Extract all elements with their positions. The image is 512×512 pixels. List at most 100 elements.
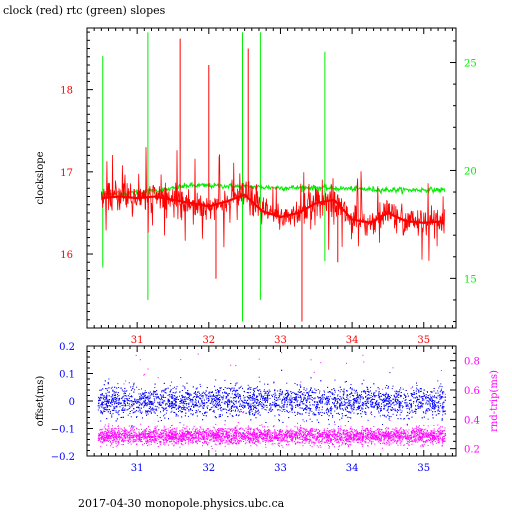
rnd-trip-point <box>111 433 113 435</box>
rnd-trip-point <box>165 433 167 435</box>
rnd-trip-point <box>402 428 404 430</box>
rnd-trip-point <box>224 428 226 429</box>
rnd-trip-point <box>305 430 307 432</box>
rnd-trip-point <box>341 444 343 446</box>
rnd-trip-point <box>277 440 278 441</box>
rnd-trip-point <box>188 432 190 434</box>
top-x-tick-label: 35 <box>417 335 430 346</box>
rnd-trip-point <box>421 437 423 439</box>
rnd-trip-point <box>333 434 335 435</box>
rnd-trip-point <box>263 434 265 436</box>
rnd-trip-point <box>281 431 283 433</box>
rnd-trip-point <box>215 432 217 434</box>
rnd-trip-point <box>339 434 341 436</box>
rnd-trip-point <box>269 436 271 438</box>
rnd-trip-point <box>193 432 195 434</box>
rnd-trip-point <box>378 432 380 434</box>
rnd-trip-point <box>179 436 181 438</box>
rnd-trip-point <box>144 434 146 436</box>
rnd-trip-point <box>184 431 186 433</box>
rnd-trip-point <box>434 437 436 439</box>
rnd-trip-point <box>422 432 424 434</box>
rnd-trip-point <box>112 446 114 448</box>
rnd-trip-point <box>262 426 264 428</box>
rnd-trip-point <box>338 435 340 437</box>
rnd-trip-point <box>281 439 282 441</box>
rnd-trip-point <box>403 436 405 438</box>
rnd-trip-point <box>121 434 123 435</box>
rnd-trip-point <box>194 440 196 442</box>
rnd-trip-point <box>291 437 293 439</box>
rnd-trip-point <box>345 442 347 444</box>
rnd-trip-point <box>337 428 339 430</box>
rnd-trip-point <box>361 443 363 445</box>
rnd-trip-point <box>262 434 264 436</box>
rnd-trip-point <box>438 439 440 440</box>
rnd-trip-point <box>130 435 132 436</box>
rnd-trip-point <box>410 439 412 441</box>
rnd-trip-point <box>208 442 210 444</box>
rnd-trip-point <box>159 444 161 445</box>
rnd-trip-point <box>231 441 233 443</box>
rnd-trip-point <box>251 440 253 442</box>
rnd-trip-point <box>291 433 293 435</box>
rnd-trip-point <box>369 433 371 435</box>
rnd-trip-point <box>335 439 337 441</box>
rnd-trip-point <box>176 433 178 434</box>
rnd-trip-point <box>216 439 218 441</box>
rnd-trip-point <box>265 430 267 432</box>
rnd-trip-point <box>387 431 389 433</box>
rnd-trip-point <box>321 439 323 441</box>
rnd-trip-point <box>192 433 194 435</box>
rnd-trip-point <box>273 436 275 438</box>
rnd-trip-point <box>284 440 286 442</box>
rnd-trip-point <box>315 438 317 440</box>
rnd-trip-point <box>435 431 437 433</box>
rnd-trip-point <box>277 438 279 440</box>
rnd-trip-point <box>107 432 109 433</box>
rnd-trip-point <box>158 433 160 435</box>
rnd-trip-point <box>311 440 313 442</box>
rnd-trip-point <box>159 431 161 433</box>
rnd-trip-point <box>370 429 371 431</box>
rnd-trip-point <box>155 438 157 440</box>
rnd-trip-point <box>149 440 151 442</box>
rnd-trip-point <box>308 432 310 434</box>
rnd-trip-point <box>309 430 311 432</box>
rnd-trip-point <box>420 445 422 447</box>
rnd-trip-point <box>116 439 118 441</box>
rnd-trip-point <box>115 434 117 436</box>
rnd-trip-point <box>203 435 204 437</box>
rnd-trip-point <box>386 426 388 428</box>
rnd-trip-point <box>192 442 194 444</box>
rnd-trip-point <box>400 436 402 438</box>
rnd-trip-point <box>304 429 306 431</box>
rnd-trip-point <box>297 434 299 436</box>
rnd-trip-point <box>379 439 381 441</box>
rnd-trip-point <box>315 442 317 444</box>
offset-points <box>97 369 446 435</box>
rnd-trip-point <box>190 442 192 443</box>
rnd-trip-point <box>316 445 318 447</box>
rnd-trip-point <box>235 443 237 445</box>
rnd-trip-point <box>265 436 267 438</box>
rnd-trip-point <box>157 446 159 447</box>
rnd-trip-point <box>374 443 376 445</box>
rnd-trip-point <box>114 427 116 429</box>
rnd-trip-point <box>271 440 272 442</box>
rnd-trip-point <box>313 434 315 435</box>
rnd-trip-point <box>396 427 398 429</box>
rnd-trip-point <box>277 443 279 445</box>
rnd-trip-point <box>380 439 382 441</box>
rnd-trip-point <box>347 432 349 434</box>
rnd-trip-point <box>274 433 276 435</box>
rnd-trip-point <box>242 434 244 436</box>
rnd-trip-point <box>276 434 277 436</box>
rnd-trip-point <box>275 437 277 439</box>
rnd-trip-point <box>244 430 246 432</box>
rnd-trip-point <box>124 433 126 435</box>
rnd-trip-point <box>309 435 311 437</box>
rnd-trip-point <box>348 431 350 433</box>
rnd-trip-point <box>242 438 243 440</box>
rnd-trip-point <box>363 429 365 431</box>
